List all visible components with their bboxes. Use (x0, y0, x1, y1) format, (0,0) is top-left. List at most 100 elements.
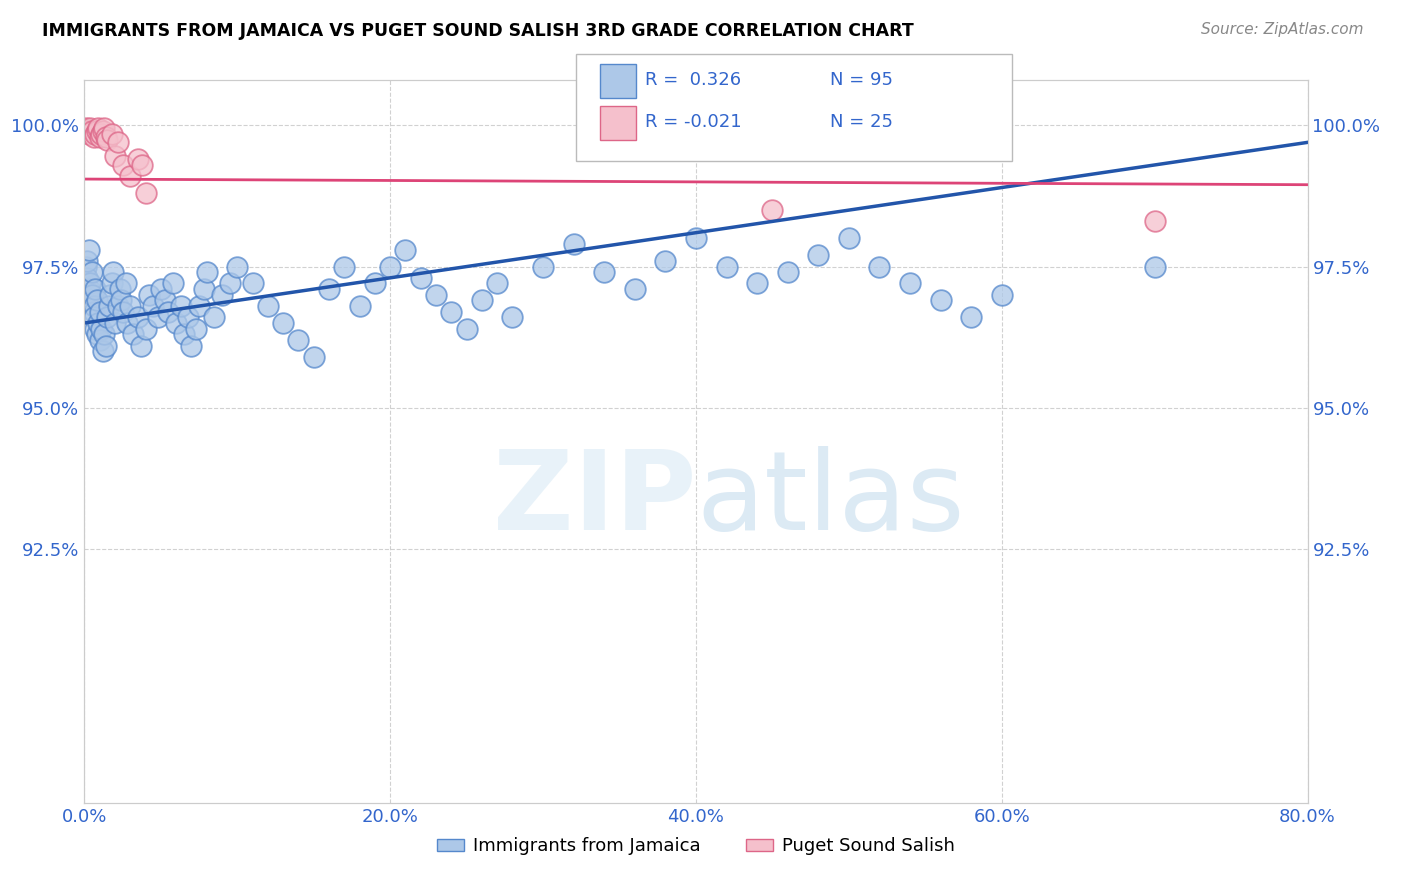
Point (1143, 214, 1166, 228)
Point (89, 129, 111, 144)
Point (111, 158, 134, 172)
Point (84, 127, 107, 141)
Point (409, 270, 432, 285)
Point (425, 287, 447, 301)
Point (349, 299, 371, 313)
Point (202, 310, 225, 325)
Point (79, 277, 101, 291)
Point (84, 321, 107, 335)
Point (79, 121, 101, 136)
Point (195, 265, 218, 279)
Point (120, 299, 142, 313)
Point (94, 338, 117, 352)
Point (86, 327, 108, 342)
Point (93, 121, 115, 136)
Point (122, 327, 145, 342)
Point (138, 287, 160, 301)
Point (120, 169, 142, 184)
Point (84, 282, 107, 296)
Text: IMMIGRANTS FROM JAMAICA VS PUGET SOUND SALISH 3RD GRADE CORRELATION CHART: IMMIGRANTS FROM JAMAICA VS PUGET SOUND S… (42, 22, 914, 40)
Point (75, 260, 97, 274)
Point (104, 149, 127, 163)
Point (96, 132, 118, 146)
Point (131, 158, 153, 172)
Text: atlas: atlas (696, 446, 965, 553)
Point (104, 316, 127, 330)
Point (146, 310, 169, 325)
Point (177, 310, 200, 325)
Point (87, 121, 110, 136)
Point (991, 287, 1014, 301)
Point (76, 124, 98, 138)
Text: R = -0.021: R = -0.021 (645, 113, 742, 131)
Point (869, 260, 891, 274)
Point (807, 248, 830, 262)
Point (155, 293, 177, 308)
Point (79, 293, 101, 308)
Point (761, 203, 783, 218)
Point (89, 333, 111, 347)
Point (271, 316, 294, 330)
Text: Source: ZipAtlas.com: Source: ZipAtlas.com (1201, 22, 1364, 37)
Point (142, 299, 165, 313)
Point (380, 260, 402, 274)
Point (114, 277, 136, 291)
Point (90, 127, 112, 141)
Point (83, 304, 105, 318)
Point (302, 350, 325, 364)
Point (77, 282, 100, 296)
Point (929, 293, 952, 308)
Point (394, 243, 416, 257)
Point (129, 338, 152, 352)
Point (110, 293, 132, 308)
Legend: Immigrants from Jamaica, Puget Sound Salish: Immigrants from Jamaica, Puget Sound Sal… (430, 830, 962, 863)
Point (173, 327, 195, 342)
Point (624, 282, 647, 296)
Point (96, 310, 118, 325)
Point (86, 293, 108, 308)
Point (747, 277, 769, 291)
Point (77, 243, 100, 257)
Point (364, 277, 387, 291)
Point (685, 231, 707, 245)
Point (318, 282, 340, 296)
Point (107, 299, 129, 313)
Point (188, 299, 211, 313)
Point (165, 316, 187, 330)
Point (654, 253, 676, 268)
Point (211, 287, 233, 301)
Point (97, 299, 120, 313)
Point (76, 270, 98, 285)
Point (184, 321, 207, 335)
Point (218, 277, 240, 291)
Point (91, 124, 114, 138)
Point (170, 299, 193, 313)
Point (107, 136, 129, 150)
Point (77, 127, 100, 141)
Point (83, 129, 105, 144)
Point (98, 287, 121, 301)
Point (127, 310, 149, 325)
Point (101, 127, 124, 141)
Point (593, 265, 616, 279)
Text: ZIP: ZIP (492, 446, 696, 553)
Point (157, 304, 180, 318)
Point (180, 338, 202, 352)
Point (776, 265, 799, 279)
Point (135, 186, 157, 201)
Point (101, 277, 124, 291)
Point (838, 231, 860, 245)
Point (193, 282, 215, 296)
Point (960, 310, 983, 325)
Point (716, 260, 738, 274)
Point (502, 310, 524, 325)
Point (149, 282, 172, 296)
Point (257, 299, 280, 313)
Point (103, 265, 125, 279)
Point (531, 260, 554, 274)
Point (80, 265, 103, 279)
Point (135, 321, 157, 335)
Point (333, 260, 356, 274)
Point (115, 316, 138, 330)
Point (91, 344, 114, 359)
